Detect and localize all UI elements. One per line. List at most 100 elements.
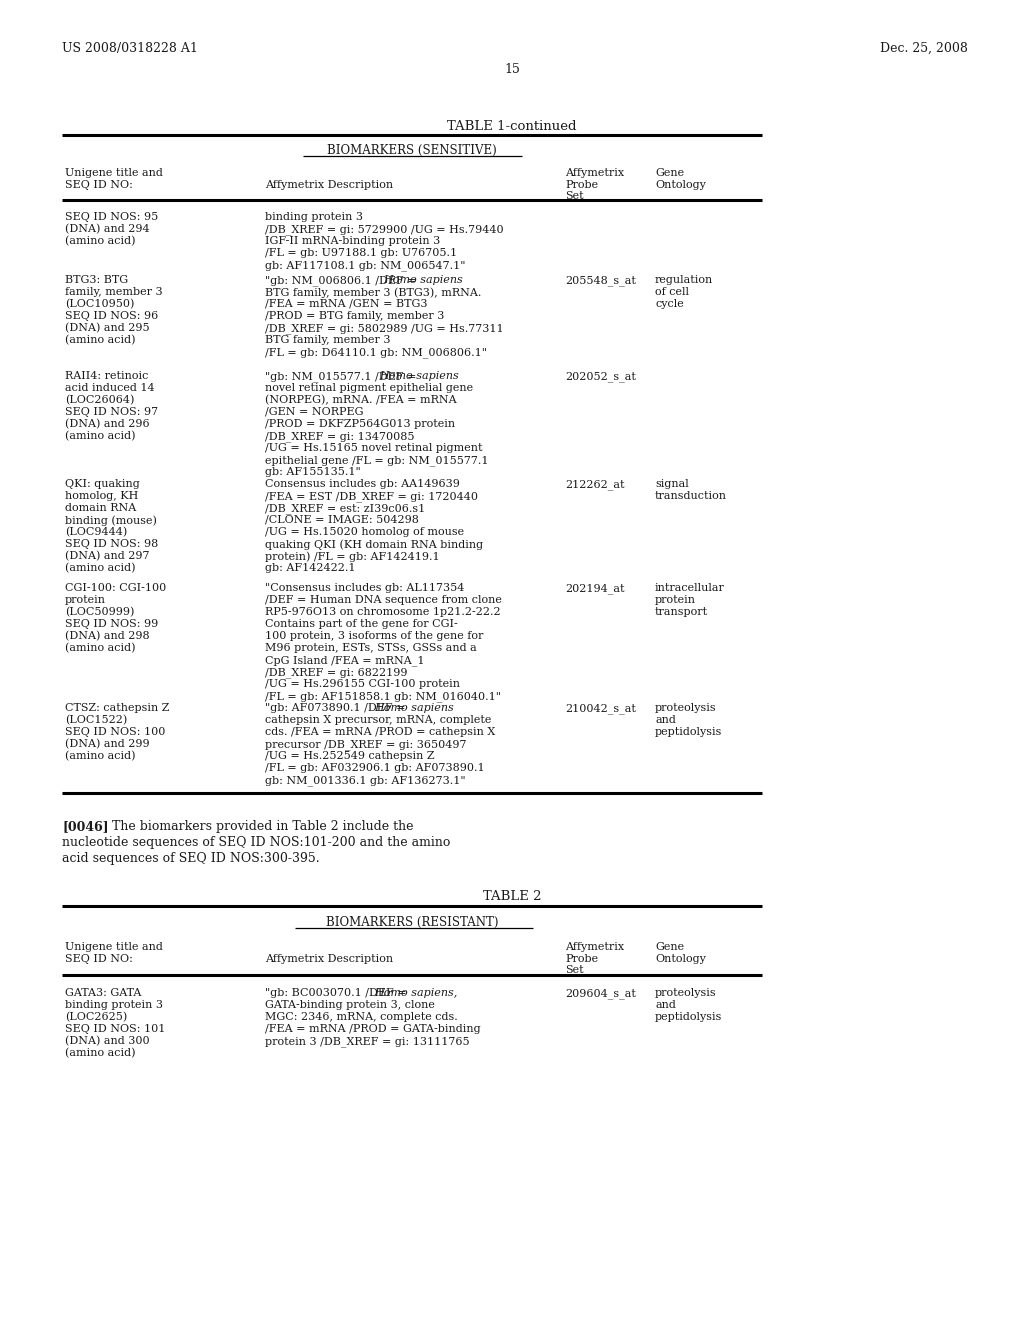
Text: protein 3 /DB_XREF = gi: 13111765: protein 3 /DB_XREF = gi: 13111765 xyxy=(265,1036,470,1047)
Text: Affymetrix: Affymetrix xyxy=(565,168,624,178)
Text: RAII4: retinoic: RAII4: retinoic xyxy=(65,371,148,381)
Text: gb: AF142422.1: gb: AF142422.1 xyxy=(265,564,355,573)
Text: 210042_s_at: 210042_s_at xyxy=(565,704,636,714)
Text: proteolysis: proteolysis xyxy=(655,704,717,713)
Text: Homo sapiens: Homo sapiens xyxy=(379,371,459,381)
Text: /FL = gb: D64110.1 gb: NM_006806.1": /FL = gb: D64110.1 gb: NM_006806.1" xyxy=(265,347,487,358)
Text: Probe: Probe xyxy=(565,954,598,964)
Text: (DNA) and 299: (DNA) and 299 xyxy=(65,739,150,750)
Text: BTG family, member 3: BTG family, member 3 xyxy=(265,335,390,345)
Text: intracellular: intracellular xyxy=(655,583,725,593)
Text: Consensus includes gb: AA149639: Consensus includes gb: AA149639 xyxy=(265,479,460,488)
Text: transport: transport xyxy=(655,607,709,616)
Text: /CLONE = IMAGE: 504298: /CLONE = IMAGE: 504298 xyxy=(265,515,419,525)
Text: BTG3: BTG: BTG3: BTG xyxy=(65,275,128,285)
Text: (amino acid): (amino acid) xyxy=(65,335,135,346)
Text: cds. /FEA = mRNA /PROD = cathepsin X: cds. /FEA = mRNA /PROD = cathepsin X xyxy=(265,727,496,737)
Text: SEQ ID NOS: 101: SEQ ID NOS: 101 xyxy=(65,1024,165,1034)
Text: (LOC10950): (LOC10950) xyxy=(65,300,134,309)
Text: Homo sapiens: Homo sapiens xyxy=(374,704,454,713)
Text: SEQ ID NOS: 98: SEQ ID NOS: 98 xyxy=(65,539,159,549)
Text: acid sequences of SEQ ID NOS:300-395.: acid sequences of SEQ ID NOS:300-395. xyxy=(62,851,319,865)
Text: (NORPEG), mRNA. /FEA = mRNA: (NORPEG), mRNA. /FEA = mRNA xyxy=(265,395,457,405)
Text: SEQ ID NOS: 96: SEQ ID NOS: 96 xyxy=(65,312,159,321)
Text: acid induced 14: acid induced 14 xyxy=(65,383,155,393)
Text: gb: NM_001336.1 gb: AF136273.1": gb: NM_001336.1 gb: AF136273.1" xyxy=(265,775,466,785)
Text: "gb: AF073890.1 /DEF =: "gb: AF073890.1 /DEF = xyxy=(265,704,409,713)
Text: /DB_XREF = gi: 6822199: /DB_XREF = gi: 6822199 xyxy=(265,667,408,677)
Text: protein: protein xyxy=(65,595,106,605)
Text: /FL = gb: AF032906.1 gb: AF073890.1: /FL = gb: AF032906.1 gb: AF073890.1 xyxy=(265,763,484,774)
Text: Homo sapiens: Homo sapiens xyxy=(383,275,463,285)
Text: /GEN = NORPEG: /GEN = NORPEG xyxy=(265,407,364,417)
Text: /UG = Hs.252549 cathepsin Z: /UG = Hs.252549 cathepsin Z xyxy=(265,751,434,762)
Text: /DEF = Human DNA sequence from clone: /DEF = Human DNA sequence from clone xyxy=(265,595,502,605)
Text: TABLE 2: TABLE 2 xyxy=(482,890,542,903)
Text: (DNA) and 295: (DNA) and 295 xyxy=(65,323,150,334)
Text: novel retinal pigment epithelial gene: novel retinal pigment epithelial gene xyxy=(265,383,473,393)
Text: The biomarkers provided in Table 2 include the: The biomarkers provided in Table 2 inclu… xyxy=(104,820,414,833)
Text: GATA-binding protein 3, clone: GATA-binding protein 3, clone xyxy=(265,1001,435,1010)
Text: proteolysis: proteolysis xyxy=(655,987,717,998)
Text: Unigene title and: Unigene title and xyxy=(65,168,163,178)
Text: CpG Island /FEA = mRNA_1: CpG Island /FEA = mRNA_1 xyxy=(265,655,425,665)
Text: MGC: 2346, mRNA, complete cds.: MGC: 2346, mRNA, complete cds. xyxy=(265,1012,458,1022)
Text: Probe: Probe xyxy=(565,180,598,190)
Text: SEQ ID NOS: 99: SEQ ID NOS: 99 xyxy=(65,619,159,630)
Text: TABLE 1-continued: TABLE 1-continued xyxy=(447,120,577,133)
Text: /UG = Hs.15165 novel retinal pigment: /UG = Hs.15165 novel retinal pigment xyxy=(265,444,482,453)
Text: US 2008/0318228 A1: US 2008/0318228 A1 xyxy=(62,42,198,55)
Text: (amino acid): (amino acid) xyxy=(65,643,135,653)
Text: Unigene title and: Unigene title and xyxy=(65,942,163,952)
Text: Ontology: Ontology xyxy=(655,180,706,190)
Text: binding protein 3: binding protein 3 xyxy=(65,1001,163,1010)
Text: (DNA) and 296: (DNA) and 296 xyxy=(65,418,150,429)
Text: SEQ ID NOS: 97: SEQ ID NOS: 97 xyxy=(65,407,158,417)
Text: Gene: Gene xyxy=(655,168,684,178)
Text: /DB_XREF = est: zI39c06.s1: /DB_XREF = est: zI39c06.s1 xyxy=(265,503,425,513)
Text: /UG = Hs.296155 CGI-100 protein: /UG = Hs.296155 CGI-100 protein xyxy=(265,678,460,689)
Text: precursor /DB_XREF = gi: 3650497: precursor /DB_XREF = gi: 3650497 xyxy=(265,739,467,750)
Text: (DNA) and 298: (DNA) and 298 xyxy=(65,631,150,642)
Text: (LOC2625): (LOC2625) xyxy=(65,1012,127,1022)
Text: transduction: transduction xyxy=(655,491,727,502)
Text: and: and xyxy=(655,715,676,725)
Text: M96 protein, ESTs, STSs, GSSs and a: M96 protein, ESTs, STSs, GSSs and a xyxy=(265,643,477,653)
Text: SEQ ID NOS: 95: SEQ ID NOS: 95 xyxy=(65,213,159,222)
Text: /FEA = EST /DB_XREF = gi: 1720440: /FEA = EST /DB_XREF = gi: 1720440 xyxy=(265,491,478,502)
Text: (DNA) and 294: (DNA) and 294 xyxy=(65,224,150,235)
Text: (DNA) and 300: (DNA) and 300 xyxy=(65,1036,150,1047)
Text: signal: signal xyxy=(655,479,689,488)
Text: and: and xyxy=(655,1001,676,1010)
Text: SEQ ID NO:: SEQ ID NO: xyxy=(65,954,133,964)
Text: Affymetrix Description: Affymetrix Description xyxy=(265,180,393,190)
Text: CGI-100: CGI-100: CGI-100: CGI-100 xyxy=(65,583,166,593)
Text: QKI: quaking: QKI: quaking xyxy=(65,479,139,488)
Text: peptidolysis: peptidolysis xyxy=(655,727,722,737)
Text: BIOMARKERS (SENSITIVE): BIOMARKERS (SENSITIVE) xyxy=(327,144,497,157)
Text: protein: protein xyxy=(655,595,696,605)
Text: Homo sapiens,: Homo sapiens, xyxy=(374,987,458,998)
Text: CTSZ: cathepsin Z: CTSZ: cathepsin Z xyxy=(65,704,169,713)
Text: binding protein 3: binding protein 3 xyxy=(265,213,362,222)
Text: Affymetrix: Affymetrix xyxy=(565,942,624,952)
Text: /PROD = DKFZP564G013 protein: /PROD = DKFZP564G013 protein xyxy=(265,418,455,429)
Text: (amino acid): (amino acid) xyxy=(65,751,135,762)
Text: gb: AF117108.1 gb: NM_006547.1": gb: AF117108.1 gb: NM_006547.1" xyxy=(265,260,466,271)
Text: Set: Set xyxy=(565,191,584,201)
Text: (LOC50999): (LOC50999) xyxy=(65,607,134,618)
Text: 205548_s_at: 205548_s_at xyxy=(565,275,636,285)
Text: cycle: cycle xyxy=(655,300,684,309)
Text: [0046]: [0046] xyxy=(62,820,109,833)
Text: of cell: of cell xyxy=(655,286,689,297)
Text: (amino acid): (amino acid) xyxy=(65,1048,135,1059)
Text: homolog, KH: homolog, KH xyxy=(65,491,138,502)
Text: IGF-II mRNA-binding protein 3: IGF-II mRNA-binding protein 3 xyxy=(265,236,440,246)
Text: /PROD = BTG family, member 3: /PROD = BTG family, member 3 xyxy=(265,312,444,321)
Text: /UG = Hs.15020 homolog of mouse: /UG = Hs.15020 homolog of mouse xyxy=(265,527,464,537)
Text: /DB_XREF = gi: 13470085: /DB_XREF = gi: 13470085 xyxy=(265,432,415,442)
Text: /FEA = mRNA /GEN = BTG3: /FEA = mRNA /GEN = BTG3 xyxy=(265,300,427,309)
Text: Dec. 25, 2008: Dec. 25, 2008 xyxy=(880,42,968,55)
Text: regulation: regulation xyxy=(655,275,714,285)
Text: /FL = gb: U97188.1 gb: U76705.1: /FL = gb: U97188.1 gb: U76705.1 xyxy=(265,248,457,257)
